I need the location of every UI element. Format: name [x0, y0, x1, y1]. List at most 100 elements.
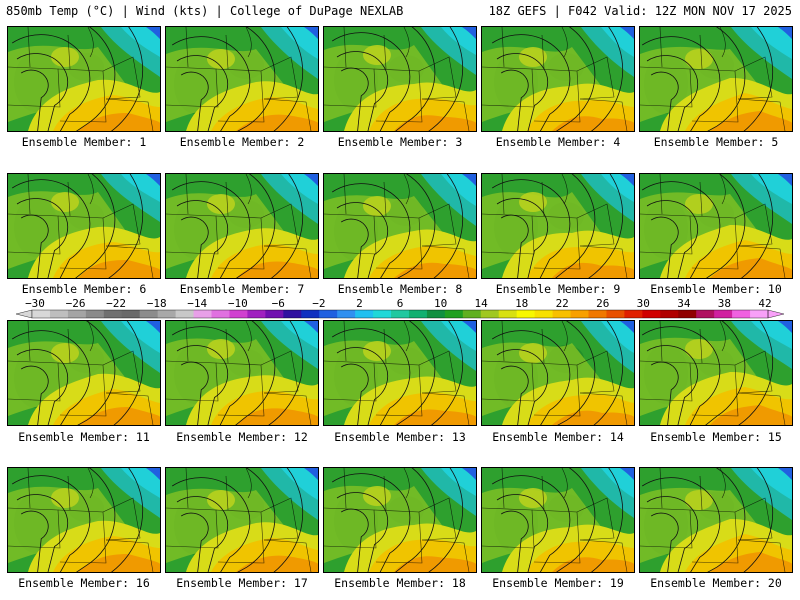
ensemble-member-label: Ensemble Member: 13 — [334, 430, 466, 444]
colorbar-swatch — [480, 310, 500, 318]
ensemble-member-label: Ensemble Member: 6 — [21, 282, 147, 296]
colorbar-swatch — [606, 310, 625, 318]
ensemble-member-map-12[interactable] — [165, 320, 319, 426]
ensemble-member-map-19[interactable] — [481, 467, 635, 573]
colorbar-tick-label: −6 — [272, 297, 285, 310]
ensemble-member-map-5[interactable] — [639, 26, 793, 132]
colorbar-swatch — [319, 310, 338, 318]
colorbar-swatch — [696, 310, 715, 318]
colorbar-swatch — [211, 310, 230, 318]
colorbar-swatch — [516, 310, 536, 318]
colorbar-swatch — [355, 310, 374, 318]
colorbar-tick-label: −18 — [147, 297, 167, 310]
colorbar-swatch — [462, 310, 482, 318]
temperature-map — [166, 174, 318, 278]
ensemble-member-label: Ensemble Member: 7 — [179, 282, 305, 296]
ensemble-member-label: Ensemble Member: 18 — [334, 576, 466, 590]
ensemble-member-map-7[interactable] — [165, 173, 319, 279]
temperature-map — [166, 321, 318, 425]
temperature-map — [324, 468, 476, 572]
ensemble-member-map-8[interactable] — [323, 173, 477, 279]
colorbar-swatch — [570, 310, 589, 318]
colorbar-tick-label: 14 — [474, 297, 488, 310]
temperature-map — [8, 174, 160, 278]
colorbar-tick-label: 42 — [758, 297, 771, 310]
colorbar-tick-label: −2 — [312, 297, 325, 310]
colorbar-swatch — [552, 310, 572, 318]
colorbar-swatch — [373, 310, 392, 318]
colorbar-swatch — [157, 310, 177, 318]
temperature-map — [482, 468, 634, 572]
colorbar-swatch — [624, 310, 643, 318]
ensemble-member-label: Ensemble Member: 12 — [176, 430, 308, 444]
colorbar-swatch — [175, 310, 195, 318]
temperature-map — [8, 321, 160, 425]
colorbar-swatch — [426, 310, 446, 318]
ensemble-member-label: Ensemble Member: 19 — [492, 576, 624, 590]
ensemble-member-map-6[interactable] — [7, 173, 161, 279]
colorbar-swatch — [32, 310, 51, 318]
colorbar-swatch — [408, 310, 428, 318]
ensemble-member-map-13[interactable] — [323, 320, 477, 426]
ensemble-member-map-9[interactable] — [481, 173, 635, 279]
ensemble-member-label: Ensemble Member: 1 — [21, 135, 147, 149]
colorbar-tick-label: 2 — [356, 297, 363, 310]
temperature-map — [166, 468, 318, 572]
temperature-map — [324, 27, 476, 131]
ensemble-member-map-4[interactable] — [481, 26, 635, 132]
temperature-colorbar: −30 −26 −22 −18 −14 −10 −6 −2 2 6 10 14 18 22 26 30 34 38… — [15, 297, 785, 319]
temperature-map — [8, 468, 160, 572]
ensemble-member-map-3[interactable] — [323, 26, 477, 132]
colorbar-tick-label: 26 — [596, 297, 609, 310]
ensemble-member-label: Ensemble Member: 11 — [18, 430, 150, 444]
temperature-map — [640, 174, 792, 278]
ensemble-member-map-15[interactable] — [639, 320, 793, 426]
ensemble-member-map-2[interactable] — [165, 26, 319, 132]
temperature-map — [482, 321, 634, 425]
ensemble-member-map-11[interactable] — [7, 320, 161, 426]
ensemble-member-label: Ensemble Member: 4 — [495, 135, 621, 149]
colorbar-swatch — [660, 310, 679, 318]
ensemble-member-map-1[interactable] — [7, 26, 161, 132]
colorbar-tick-label: 6 — [397, 297, 404, 310]
ensemble-member-map-16[interactable] — [7, 467, 161, 573]
ensemble-member-label: Ensemble Member: 8 — [337, 282, 463, 296]
colorbar-tick-label: −30 — [25, 297, 45, 310]
colorbar-swatch — [85, 310, 105, 318]
colorbar-tick-label: 22 — [556, 297, 569, 310]
colorbar-swatch — [265, 310, 284, 318]
colorbar-swatch — [498, 310, 518, 318]
ensemble-member-map-17[interactable] — [165, 467, 319, 573]
temperature-map — [166, 27, 318, 131]
colorbar-swatch — [714, 310, 733, 318]
ensemble-member-map-14[interactable] — [481, 320, 635, 426]
colorbar-tick-label: 30 — [637, 297, 650, 310]
colorbar-tick-label: −26 — [66, 297, 86, 310]
colorbar-swatch — [750, 310, 769, 318]
colorbar-tick-label: −10 — [228, 297, 248, 310]
ensemble-member-label: Ensemble Member: 2 — [179, 135, 305, 149]
ensemble-member-map-18[interactable] — [323, 467, 477, 573]
header-left-title: 850mb Temp (°C) | Wind (kts) | College o… — [6, 4, 404, 18]
temperature-map — [482, 174, 634, 278]
ensemble-member-label: Ensemble Member: 16 — [18, 576, 150, 590]
temperature-map — [8, 27, 160, 131]
colorbar-swatch — [301, 310, 320, 318]
ensemble-member-map-20[interactable] — [639, 467, 793, 573]
colorbar-tick-label: −14 — [187, 297, 207, 310]
ensemble-member-label: Ensemble Member: 3 — [337, 135, 463, 149]
colorbar-swatch — [534, 310, 554, 318]
ensemble-member-label: Ensemble Member: 17 — [176, 576, 308, 590]
ensemble-member-map-10[interactable] — [639, 173, 793, 279]
colorbar-swatch — [678, 310, 697, 318]
temperature-map — [640, 27, 792, 131]
colorbar-swatch — [229, 310, 248, 318]
ensemble-member-label: Ensemble Member: 9 — [495, 282, 621, 296]
header-right-title: 18Z GEFS | F042 Valid: 12Z MON NOV 17 20… — [488, 4, 792, 18]
colorbar-tick-label: 18 — [515, 297, 528, 310]
colorbar-swatch — [193, 310, 213, 318]
temperature-map — [640, 321, 792, 425]
temperature-map — [324, 321, 476, 425]
colorbar-swatch — [732, 310, 751, 318]
ensemble-member-label: Ensemble Member: 15 — [650, 430, 782, 444]
